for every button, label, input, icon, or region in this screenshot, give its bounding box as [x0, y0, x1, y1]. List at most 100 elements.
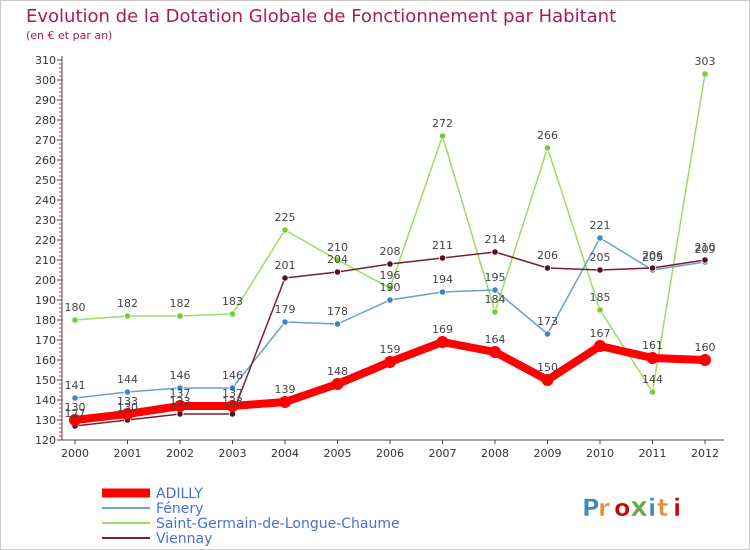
y-tick-label: 240	[35, 194, 56, 207]
axes: 120 130 140 150 160 170 180 190 200 210 220 230 240 2…	[35, 54, 724, 460]
data-label-f-nery: 179	[275, 303, 296, 316]
data-label-adilly: 137	[222, 387, 243, 400]
data-label-saint-germain-de-longue-chaume: 225	[275, 211, 296, 224]
y-tick-label: 280	[35, 114, 56, 127]
data-point-adilly	[384, 356, 396, 368]
data-label-adilly: 169	[432, 323, 453, 336]
data-point-saint-germain-de-longue-chaume	[491, 308, 499, 316]
data-point-adilly	[594, 340, 606, 352]
legend-label-f-nery: Fénery	[156, 501, 203, 517]
x-tick-label: 2000	[61, 447, 89, 460]
data-label-viennay: 133	[170, 395, 191, 408]
data-point-adilly	[174, 400, 186, 412]
data-point-saint-germain-de-longue-chaume	[648, 388, 657, 396]
data-label-saint-germain-de-longue-chaume: 183	[222, 295, 243, 308]
data-label-adilly: 133	[117, 395, 138, 408]
data-label-saint-germain-de-longue-chaume: 182	[170, 297, 191, 310]
x-tick-label: 2005	[324, 447, 352, 460]
data-point-viennay	[701, 256, 709, 264]
data-label-adilly: 160	[695, 341, 716, 354]
data-point-adilly	[541, 374, 554, 386]
y-tick-label: 210	[35, 254, 56, 267]
y-tick-label: 220	[35, 234, 56, 247]
data-label-saint-germain-de-longue-chaume: 210	[327, 241, 348, 254]
data-point-saint-germain-de-longue-chaume	[333, 256, 342, 264]
data-point-adilly	[331, 378, 344, 390]
data-point-adilly	[699, 354, 711, 366]
y-tick-label: 170	[35, 334, 56, 347]
y-tick-label: 150	[35, 374, 56, 387]
data-label-viennay: 130	[117, 401, 138, 414]
data-point-adilly	[436, 336, 449, 348]
data-label-adilly: 148	[327, 365, 348, 378]
data-label-viennay: 210	[695, 241, 716, 254]
y-tick-label: 290	[35, 94, 56, 107]
data-label-adilly: 159	[380, 343, 401, 356]
data-point-viennay	[543, 264, 552, 272]
data-label-adilly: 150	[537, 361, 558, 374]
logo-letter: x	[630, 490, 648, 523]
data-label-saint-germain-de-longue-chaume: 303	[695, 55, 716, 68]
data-label-f-nery: 194	[432, 273, 453, 286]
data-label-adilly: 167	[590, 327, 611, 340]
data-label-viennay: 205	[590, 251, 611, 264]
data-point-saint-germain-de-longue-chaume	[386, 284, 394, 292]
data-point-viennay	[386, 260, 394, 268]
x-tick-label: 2001	[114, 447, 142, 460]
data-point-f-nery	[176, 384, 184, 392]
data-point-f-nery	[543, 330, 552, 338]
data-point-viennay	[333, 268, 342, 276]
data-point-viennay	[596, 266, 604, 274]
data-point-f-nery	[333, 320, 342, 328]
chart-subtitle: (en € et par an)	[26, 29, 112, 42]
data-point-viennay	[648, 264, 657, 272]
data-point-f-nery	[123, 388, 132, 396]
data-point-adilly	[69, 414, 81, 426]
data-label-adilly: 130	[65, 401, 86, 414]
y-tick-label: 310	[35, 54, 56, 67]
data-label-saint-germain-de-longue-chaume: 182	[117, 297, 138, 310]
data-point-saint-germain-de-longue-chaume	[543, 144, 552, 152]
data-point-viennay	[281, 274, 289, 282]
logo-letter: i	[648, 494, 656, 522]
data-point-adilly	[279, 396, 291, 408]
data-label-adilly: 139	[275, 383, 296, 396]
data-point-adilly	[121, 408, 134, 420]
proxiti-logo: Pr o x i t i	[582, 490, 682, 524]
labels-layer: 180 182 182 183 225 210 196 272 184 266 185 144 303 1…	[65, 55, 716, 420]
x-tick-label: 2002	[166, 447, 194, 460]
data-label-f-nery: 205	[642, 251, 663, 264]
data-label-adilly: 137	[170, 387, 191, 400]
legend-label-viennay: Viennay	[156, 531, 212, 547]
data-point-f-nery	[438, 288, 447, 296]
data-label-viennay: 201	[275, 259, 296, 272]
data-point-saint-germain-de-longue-chaume	[71, 316, 79, 324]
series-layer	[69, 70, 711, 430]
data-point-adilly	[646, 352, 659, 364]
data-label-f-nery: 190	[380, 281, 401, 294]
y-tick-label: 230	[35, 214, 56, 227]
data-point-adilly	[489, 346, 501, 358]
data-point-f-nery	[386, 296, 394, 304]
data-label-f-nery: 146	[222, 369, 243, 382]
data-label-f-nery: 195	[485, 271, 506, 284]
y-tick-label: 270	[35, 134, 56, 147]
data-label-viennay: 206	[537, 249, 558, 262]
y-tick-label: 250	[35, 174, 56, 187]
x-tick-label: 2010	[586, 447, 614, 460]
y-tick-label: 140	[35, 394, 56, 407]
x-tick-label: 2004	[271, 447, 299, 460]
y-tick-label: 260	[35, 154, 56, 167]
data-point-saint-germain-de-longue-chaume	[438, 132, 447, 140]
data-point-f-nery	[596, 234, 604, 242]
logo-letter: r	[598, 494, 610, 522]
data-label-saint-germain-de-longue-chaume: 185	[590, 291, 611, 304]
data-label-saint-germain-de-longue-chaume: 144	[642, 373, 663, 386]
data-label-adilly: 164	[485, 333, 506, 346]
y-tick-label: 300	[35, 74, 56, 87]
data-label-saint-germain-de-longue-chaume: 266	[537, 129, 558, 142]
data-label-viennay: 206	[642, 249, 663, 262]
data-label-f-nery: 146	[170, 369, 191, 382]
